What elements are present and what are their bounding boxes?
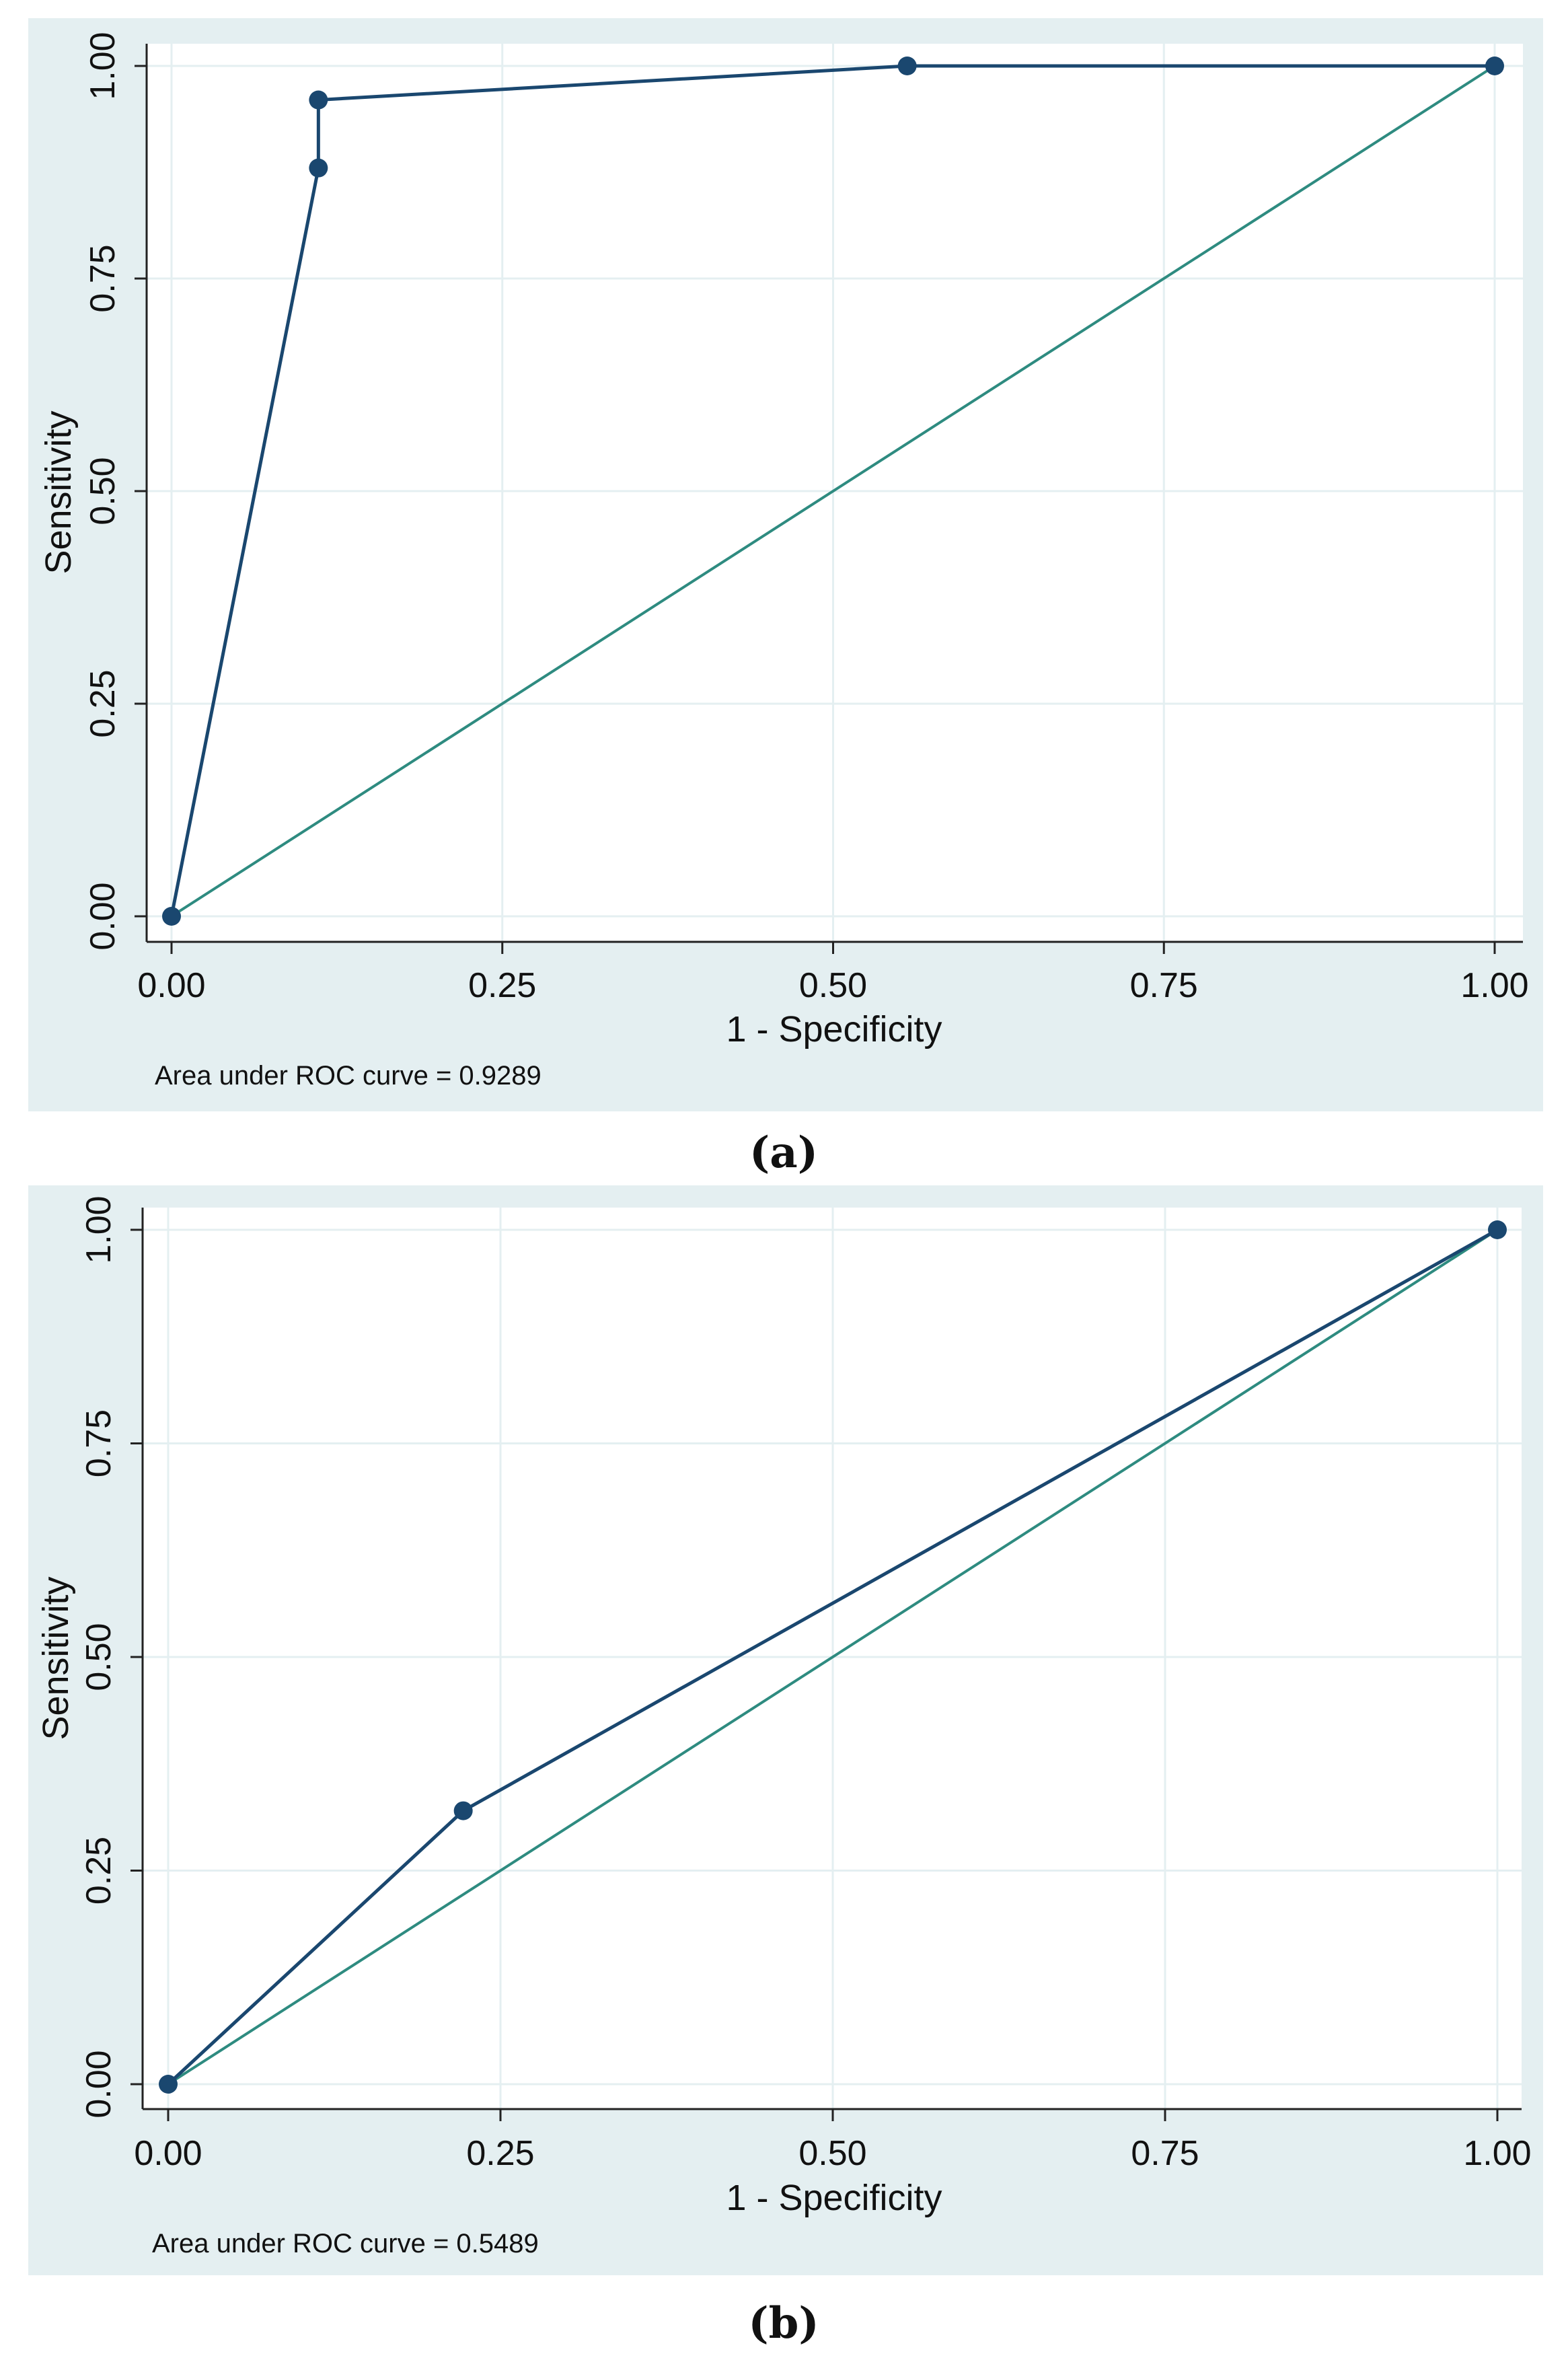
x-axis-title: 1 - Specificity (726, 2178, 942, 2218)
x-tick-label: 0.75 (1131, 2134, 1199, 2173)
x-tick-label: 0.50 (799, 966, 867, 1005)
roc-point (1485, 57, 1504, 75)
x-tick-labels: 0.00 0.25 0.50 0.75 1.00 (137, 966, 1528, 1005)
y-tick-label: 1.00 (83, 32, 122, 100)
y-tick-label: 0.50 (83, 457, 122, 525)
x-tick-label: 0.00 (137, 966, 205, 1005)
roc-markers (162, 57, 1504, 926)
roc-point (1488, 1220, 1507, 1239)
y-tick-labels: 0.00 0.25 0.50 0.75 1.00 (83, 32, 122, 950)
y-ticks (135, 65, 147, 918)
x-tick-label: 1.00 (1460, 966, 1528, 1005)
roc-point (897, 57, 917, 75)
roc-point (309, 90, 328, 110)
y-tick-labels: 0.00 0.25 0.50 0.75 1.00 (79, 1195, 118, 2118)
x-tick-labels: 0.00 0.25 0.50 0.75 1.00 (134, 2134, 1531, 2173)
x-tick-label: 0.25 (468, 966, 536, 1005)
x-tick-label: 0.00 (134, 2134, 202, 2173)
chart-panel-a: 0.00 0.25 0.50 0.75 1.00 0.00 0.25 0.50 … (28, 18, 1543, 1111)
chart-panel-b: 0.00 0.25 0.50 0.75 1.00 0.00 0.25 0.50 … (28, 1185, 1543, 2275)
x-tick-label: 1.00 (1463, 2134, 1531, 2173)
y-axis-title: Sensitivity (36, 1576, 76, 1740)
grid-lines (143, 1208, 1522, 2109)
y-tick-label: 0.50 (79, 1623, 118, 1691)
y-tick-label: 1.00 (79, 1195, 118, 1263)
reference-line-path (167, 1228, 1499, 2086)
y-tick-label: 0.00 (83, 882, 122, 950)
y-tick-label: 0.75 (79, 1409, 118, 1477)
roc-markers (159, 1220, 1507, 2094)
roc-point (453, 1801, 473, 1820)
y-tick-label: 0.00 (79, 2050, 118, 2118)
y-tick-label: 0.25 (79, 1837, 118, 1905)
y-axis-title: Sensitivity (38, 410, 79, 574)
auc-note: Area under ROC curve = 0.5489 (152, 2229, 539, 2258)
plot-area (147, 44, 1523, 942)
roc-point (159, 2075, 178, 2094)
caption-b: (b) (748, 2298, 819, 2349)
y-tick-label: 0.75 (83, 244, 122, 312)
x-tick-label: 0.75 (1130, 966, 1198, 1005)
auc-note: Area under ROC curve = 0.9289 (155, 1061, 542, 1091)
y-ticks (130, 1228, 143, 2086)
y-tick-label: 0.25 (83, 669, 122, 737)
x-ticks (167, 2109, 1499, 2121)
reference-line-path (170, 65, 1496, 918)
roc-point (162, 907, 181, 926)
reference-line (170, 65, 1496, 918)
x-tick-label: 0.25 (466, 2134, 534, 2173)
x-axis-title: 1 - Specificity (726, 1009, 942, 1049)
x-ticks (170, 942, 1496, 954)
caption-a: (a) (749, 1128, 818, 1178)
reference-line (167, 1228, 1499, 2086)
roc-point (309, 158, 328, 178)
x-tick-label: 0.50 (798, 2134, 866, 2173)
